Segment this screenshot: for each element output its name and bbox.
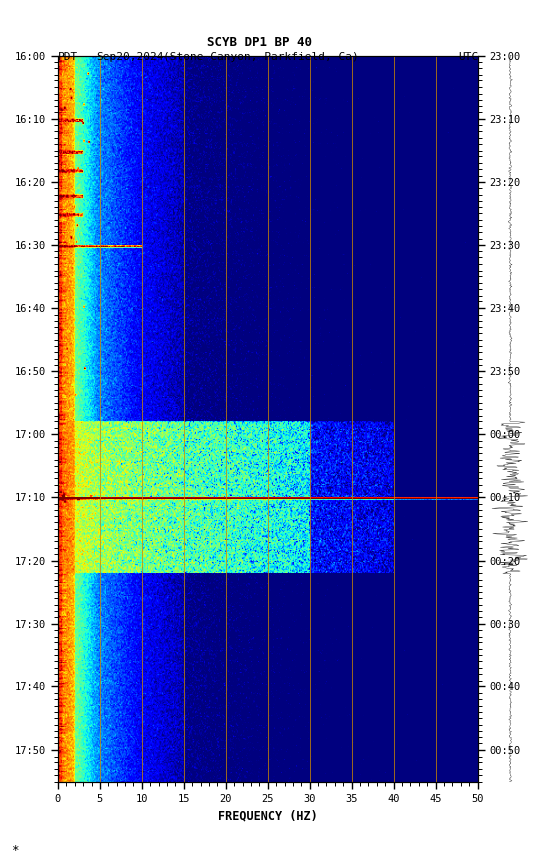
- Text: *: *: [11, 843, 19, 856]
- X-axis label: FREQUENCY (HZ): FREQUENCY (HZ): [218, 810, 317, 823]
- Text: PDT: PDT: [58, 52, 78, 62]
- Text: Sep20,2024: Sep20,2024: [97, 52, 164, 62]
- Text: SCYB DP1 BP 40: SCYB DP1 BP 40: [207, 36, 312, 49]
- Text: (Stone Canyon, Parkfield, Ca): (Stone Canyon, Parkfield, Ca): [163, 52, 359, 62]
- Text: UTC: UTC: [458, 52, 479, 62]
